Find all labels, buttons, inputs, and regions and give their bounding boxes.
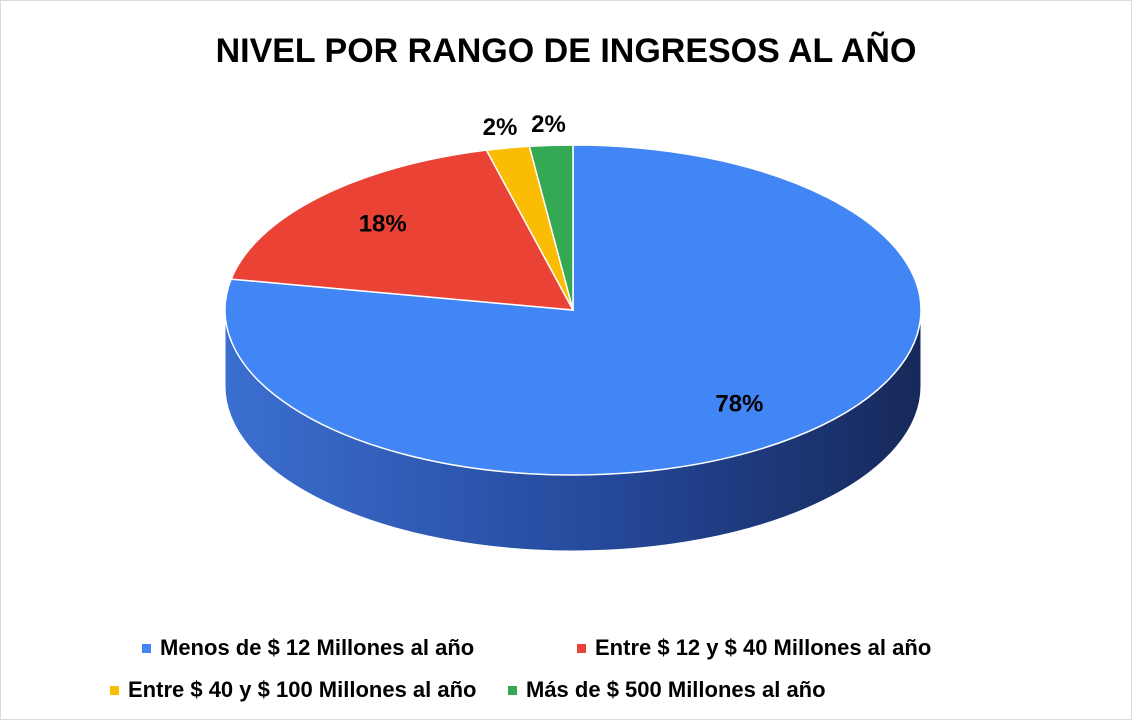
legend-label: Entre $ 12 y $ 40 Millones al año <box>595 635 931 660</box>
legend-swatch <box>142 644 151 653</box>
data-label: 18% <box>359 211 407 238</box>
legend-label: Entre $ 40 y $ 100 Millones al año <box>128 677 477 702</box>
legend-label: Menos de $ 12 Millones al año <box>160 635 474 660</box>
pie: 78% 18% 2% 2% <box>224 111 922 552</box>
legend-swatch <box>110 686 119 695</box>
legend-swatch <box>577 644 586 653</box>
legend: Menos de $ 12 Millones al año Entre $ 12 … <box>110 635 931 702</box>
data-label: 2% <box>531 111 566 138</box>
legend-swatch <box>508 686 517 695</box>
data-label: 78% <box>715 391 763 418</box>
legend-label: Más de $ 500 Millones al año <box>526 677 826 702</box>
chart-title: NIVEL POR RANGO DE INGRESOS AL AÑO <box>216 32 917 70</box>
slice <box>230 149 575 311</box>
slice <box>224 144 922 476</box>
slice <box>528 144 574 311</box>
data-label: 2% <box>483 114 518 141</box>
